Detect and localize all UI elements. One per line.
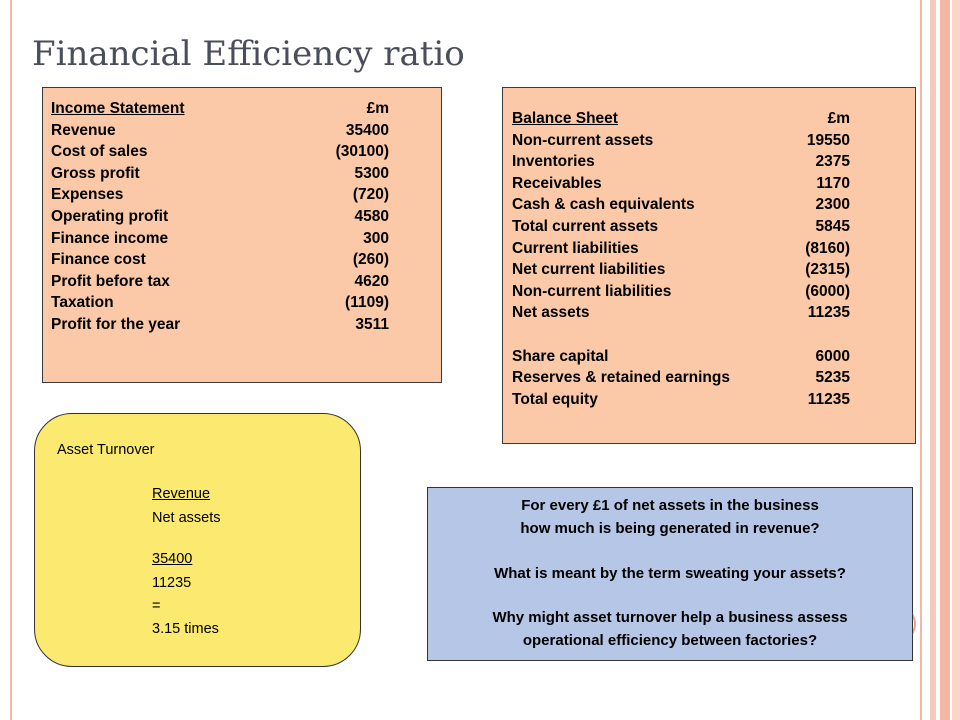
slide-frame: [10, 0, 922, 720]
row-label: Non-current liabilities: [512, 282, 672, 300]
asset-turnover-box: Asset Turnover Revenue Net assets 35400 …: [34, 413, 361, 667]
table-row: Net assets 11235: [512, 302, 850, 324]
formula-numerator: Revenue: [152, 486, 211, 502]
table-row: Cash & cash equivalents 2300: [512, 194, 850, 216]
table-row: Non-current liabilities (6000): [512, 281, 850, 303]
row-value: (1109): [345, 294, 389, 312]
balance-sheet-unit: £m: [827, 110, 850, 127]
spacer-row: [512, 324, 850, 346]
formula-denominator: Net assets: [152, 510, 221, 526]
row-value: 5300: [354, 164, 389, 182]
page-title: Financial Efficiency ratio: [32, 34, 465, 74]
value-denominator: 11235: [152, 575, 192, 591]
table-row: Receivables 1170: [512, 173, 850, 195]
question-2: What is meant by the term sweating your …: [494, 565, 846, 582]
income-statement-table: Income Statement £m Revenue 35400 Cost of…: [51, 98, 389, 336]
table-row: Current liabilities (8160): [512, 238, 850, 260]
table-row: Reserves & retained earnings 5235: [512, 367, 850, 389]
row-label: Total current assets: [512, 217, 659, 235]
table-row: Profit for the year 3511: [51, 314, 389, 336]
row-label: Finance income: [51, 229, 169, 247]
table-row: Gross profit 5300: [51, 163, 389, 185]
question-1-line-1: For every £1 of net assets in the busine…: [521, 497, 819, 514]
row-label: Finance cost: [51, 251, 146, 269]
table-row: Cost of sales (30100): [51, 141, 389, 163]
row-value: 3511: [355, 315, 389, 333]
table-row: Taxation (1109): [51, 292, 389, 314]
table-row: Profit before tax 4620: [51, 271, 389, 293]
balance-sheet-table: Balance Sheet £m Non-current assets 19550…: [512, 108, 850, 410]
row-value: (30100): [335, 143, 389, 161]
row-label: Gross profit: [51, 164, 140, 182]
row-value: 6000: [815, 347, 850, 365]
row-value: 2375: [815, 153, 850, 171]
row-value: 5845: [815, 217, 850, 235]
row-label: Total equity: [512, 390, 598, 408]
decorative-stripe: [930, 0, 936, 720]
question-3-line-1: Why might asset turnover help a business…: [492, 609, 848, 626]
row-value: 11235: [807, 390, 850, 408]
row-label: Operating profit: [51, 207, 169, 225]
row-label: Cash & cash equivalents: [512, 196, 695, 214]
row-value: 1170: [816, 174, 850, 192]
value-numerator: 35400: [152, 551, 193, 567]
row-label: Non-current assets: [512, 131, 654, 149]
row-label: Current liabilities: [512, 239, 639, 257]
row-label: Taxation: [51, 294, 114, 312]
table-row: Net current liabilities (2315): [512, 259, 850, 281]
row-label: Cost of sales: [51, 143, 148, 161]
equals-sign: =: [152, 598, 161, 614]
row-value: (6000): [805, 282, 850, 300]
balance-sheet-box: Balance Sheet £m Non-current assets 19550…: [502, 87, 916, 444]
asset-turnover-heading: Asset Turnover: [57, 442, 155, 458]
turnover-result: 3.15 times: [152, 621, 219, 637]
income-statement-heading: Income Statement: [51, 100, 185, 117]
row-value: 5235: [815, 369, 850, 387]
income-statement-unit: £m: [366, 100, 389, 117]
table-row: Inventories 2375: [512, 151, 850, 173]
row-value: 11235: [807, 304, 850, 322]
row-label: Net assets: [512, 304, 590, 322]
row-value: (8160): [805, 239, 850, 257]
question-1-line-2: how much is being generated in revenue?: [520, 520, 820, 537]
row-value: 2300: [815, 196, 850, 214]
row-label: Receivables: [512, 174, 602, 192]
row-label: Reserves & retained earnings: [512, 369, 730, 387]
table-row: Finance cost (260): [51, 249, 389, 271]
row-label: Share capital: [512, 347, 609, 365]
table-row: Expenses (720): [51, 184, 389, 206]
table-row: Finance income 300: [51, 228, 389, 250]
row-label: Profit for the year: [51, 315, 181, 333]
row-value: 4620: [354, 272, 389, 290]
table-row: Revenue 35400: [51, 120, 389, 142]
balance-sheet-heading: Balance Sheet: [512, 110, 618, 127]
table-row: Non-current assets 19550: [512, 130, 850, 152]
questions-box: For every £1 of net assets in the busine…: [427, 487, 913, 661]
row-value: (260): [352, 251, 389, 269]
row-value: 4580: [354, 207, 389, 225]
row-label: Inventories: [512, 153, 595, 171]
row-label: Expenses: [51, 186, 124, 204]
table-row: Operating profit 4580: [51, 206, 389, 228]
income-statement-box: Income Statement £m Revenue 35400 Cost of…: [42, 87, 442, 383]
row-value: (2315): [805, 261, 850, 279]
table-row: Total current assets 5845: [512, 216, 850, 238]
decorative-stripe: [952, 0, 960, 720]
row-label: Profit before tax: [51, 272, 170, 290]
row-value: (720): [352, 186, 389, 204]
table-row: Share capital 6000: [512, 346, 850, 368]
table-row: Total equity 11235: [512, 389, 850, 411]
row-value: 19550: [806, 131, 850, 149]
question-3-line-2: operational efficiency between factories…: [522, 632, 818, 649]
row-value: 300: [363, 229, 389, 247]
row-label: Net current liabilities: [512, 261, 666, 279]
row-value: 35400: [345, 121, 389, 139]
decorative-stripe: [940, 0, 950, 720]
row-label: Revenue: [51, 121, 116, 139]
